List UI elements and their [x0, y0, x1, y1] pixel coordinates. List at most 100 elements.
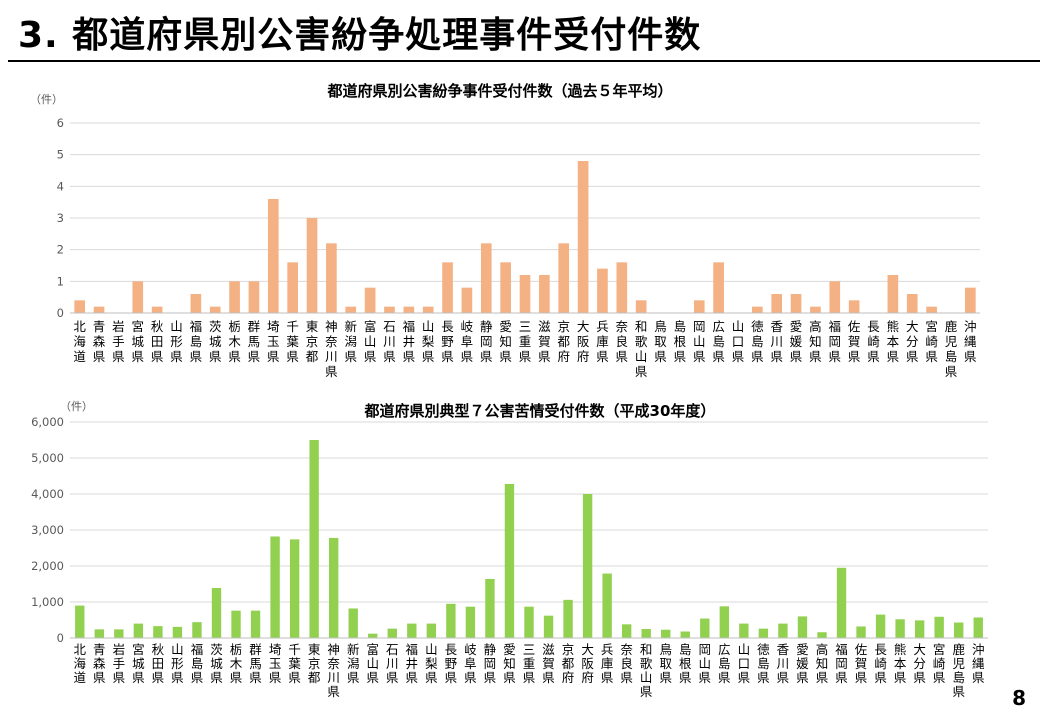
- x-tick-label: 県: [796, 670, 809, 685]
- x-tick-label: 知: [499, 334, 512, 349]
- x-tick-label: 府: [557, 349, 570, 364]
- x-tick-label: 東: [306, 319, 319, 334]
- y-tick-label: 0: [57, 631, 64, 645]
- x-tick-label: 県: [659, 670, 672, 685]
- x-tick-label: 広: [712, 319, 725, 334]
- x-tick-label: 岡: [829, 334, 842, 349]
- x-tick-label: 分: [906, 334, 919, 349]
- x-tick-label: 群: [248, 319, 261, 334]
- y-tick-labels: 0 1 2 3 4 5 6: [57, 116, 64, 320]
- x-tick-label: 県: [325, 364, 338, 379]
- x-tick-label: 県: [887, 349, 900, 364]
- x-tick-label: 宮: [132, 319, 145, 334]
- x-tick-label: 県: [654, 349, 667, 364]
- x-tick-label: 鹿: [952, 642, 965, 657]
- x-tick-label: 木: [228, 334, 241, 349]
- x-tick-label: 山: [693, 334, 706, 349]
- x-tick-label: 香: [770, 319, 783, 334]
- bar: [887, 275, 899, 313]
- x-tick-label: 県: [738, 670, 751, 685]
- x-tick-label: 井: [403, 334, 416, 349]
- bar: [519, 275, 531, 313]
- x-tick-label: 島: [712, 334, 725, 349]
- bar: [641, 629, 651, 638]
- bar: [306, 218, 318, 313]
- bar: [829, 281, 841, 313]
- x-tick-label: 県: [112, 349, 125, 364]
- bar: [364, 287, 376, 313]
- bar: [771, 294, 783, 313]
- x-tick-label: 川: [770, 334, 783, 349]
- x-tick-label: 県: [538, 349, 551, 364]
- x-tick-label: 県: [848, 349, 861, 364]
- x-tick-label: 梨: [422, 334, 435, 349]
- x-tick-label: 山: [171, 642, 184, 657]
- x-tick-label: 県: [132, 349, 145, 364]
- x-tick-label: 茨: [209, 319, 222, 334]
- bar: [287, 262, 298, 313]
- bar: [797, 616, 808, 638]
- x-tick-label: 県: [751, 349, 764, 364]
- x-tick-label: 静: [480, 319, 493, 334]
- x-tick-label: 県: [596, 349, 609, 364]
- x-tick-label: 県: [366, 670, 379, 685]
- x-tick-label: 賀: [542, 656, 555, 671]
- x-tick-label: 口: [738, 656, 751, 671]
- x-tick-label: 神: [327, 642, 340, 657]
- x-tick-label: 沖: [972, 642, 985, 657]
- bar: [914, 620, 925, 638]
- x-tick-label: 庫: [601, 656, 614, 671]
- x-tick-label: 田: [152, 656, 165, 671]
- x-tick-label: 県: [816, 670, 829, 685]
- title-divider: [8, 60, 1040, 62]
- x-tick-label: 宮: [925, 319, 938, 334]
- x-tick-label: 田: [151, 334, 164, 349]
- x-tick-label: 野: [441, 334, 454, 349]
- x-tick-label: 長: [445, 642, 458, 657]
- x-tick-label: 県: [190, 349, 203, 364]
- x-tick-label: 兵: [601, 642, 614, 657]
- x-tick-label: 県: [777, 670, 790, 685]
- y-tick-label: 6,000: [31, 415, 64, 429]
- x-tick-label: 青: [93, 642, 106, 657]
- x-tick-label: 福: [190, 319, 203, 334]
- x-tick-label: 岡: [699, 642, 712, 657]
- x-tick-label: 県: [386, 670, 399, 685]
- x-tick-label: 京: [308, 656, 321, 671]
- x-tick-label: 岐: [464, 642, 477, 657]
- bar: [504, 483, 515, 638]
- x-tick-label: 奈: [616, 319, 629, 334]
- x-tick-label: 県: [269, 670, 282, 685]
- x-tick-label: 福: [191, 642, 204, 657]
- x-tick-label: 川: [325, 349, 338, 364]
- chart-title: 都道府県別典型７公害苦情受付件数（平成30年度）: [364, 402, 716, 420]
- x-tick-label: 県: [499, 349, 512, 364]
- x-tick-label: 県: [152, 670, 165, 685]
- x-tick-label: 道: [74, 670, 87, 685]
- bar: [387, 628, 397, 638]
- x-tick-label: 森: [93, 334, 106, 349]
- bar: [461, 287, 473, 313]
- x-tick-label: 崎: [925, 334, 938, 349]
- x-tick-label: 県: [542, 670, 555, 685]
- x-tick-label: 京: [306, 334, 319, 349]
- x-tick-label: 都: [306, 349, 319, 364]
- x-tick-label: 梨: [425, 656, 438, 671]
- y-tick-label: 3: [57, 211, 64, 225]
- bar: [231, 610, 241, 638]
- bar: [133, 623, 144, 638]
- chart-dispute-cases: 都道府県別公害紛争事件受付件数（過去５年平均） （件） 0 1 2 3 4 5 6 北海道青…: [30, 82, 980, 379]
- x-tick-label: 富: [364, 319, 377, 334]
- x-tick-label: 野: [445, 656, 458, 671]
- x-tick-label: 取: [654, 334, 667, 349]
- x-tick-label: 大: [577, 319, 590, 334]
- x-tick-label: 川: [386, 656, 399, 671]
- bar: [309, 440, 319, 638]
- x-tick-label: 静: [484, 642, 497, 657]
- bar: [543, 615, 554, 638]
- x-tick-label: 島: [751, 334, 764, 349]
- x-tick-label: 新: [344, 319, 357, 334]
- x-tick-label: 島: [679, 642, 692, 657]
- x-tick-label: 潟: [347, 656, 360, 671]
- bar: [954, 622, 964, 638]
